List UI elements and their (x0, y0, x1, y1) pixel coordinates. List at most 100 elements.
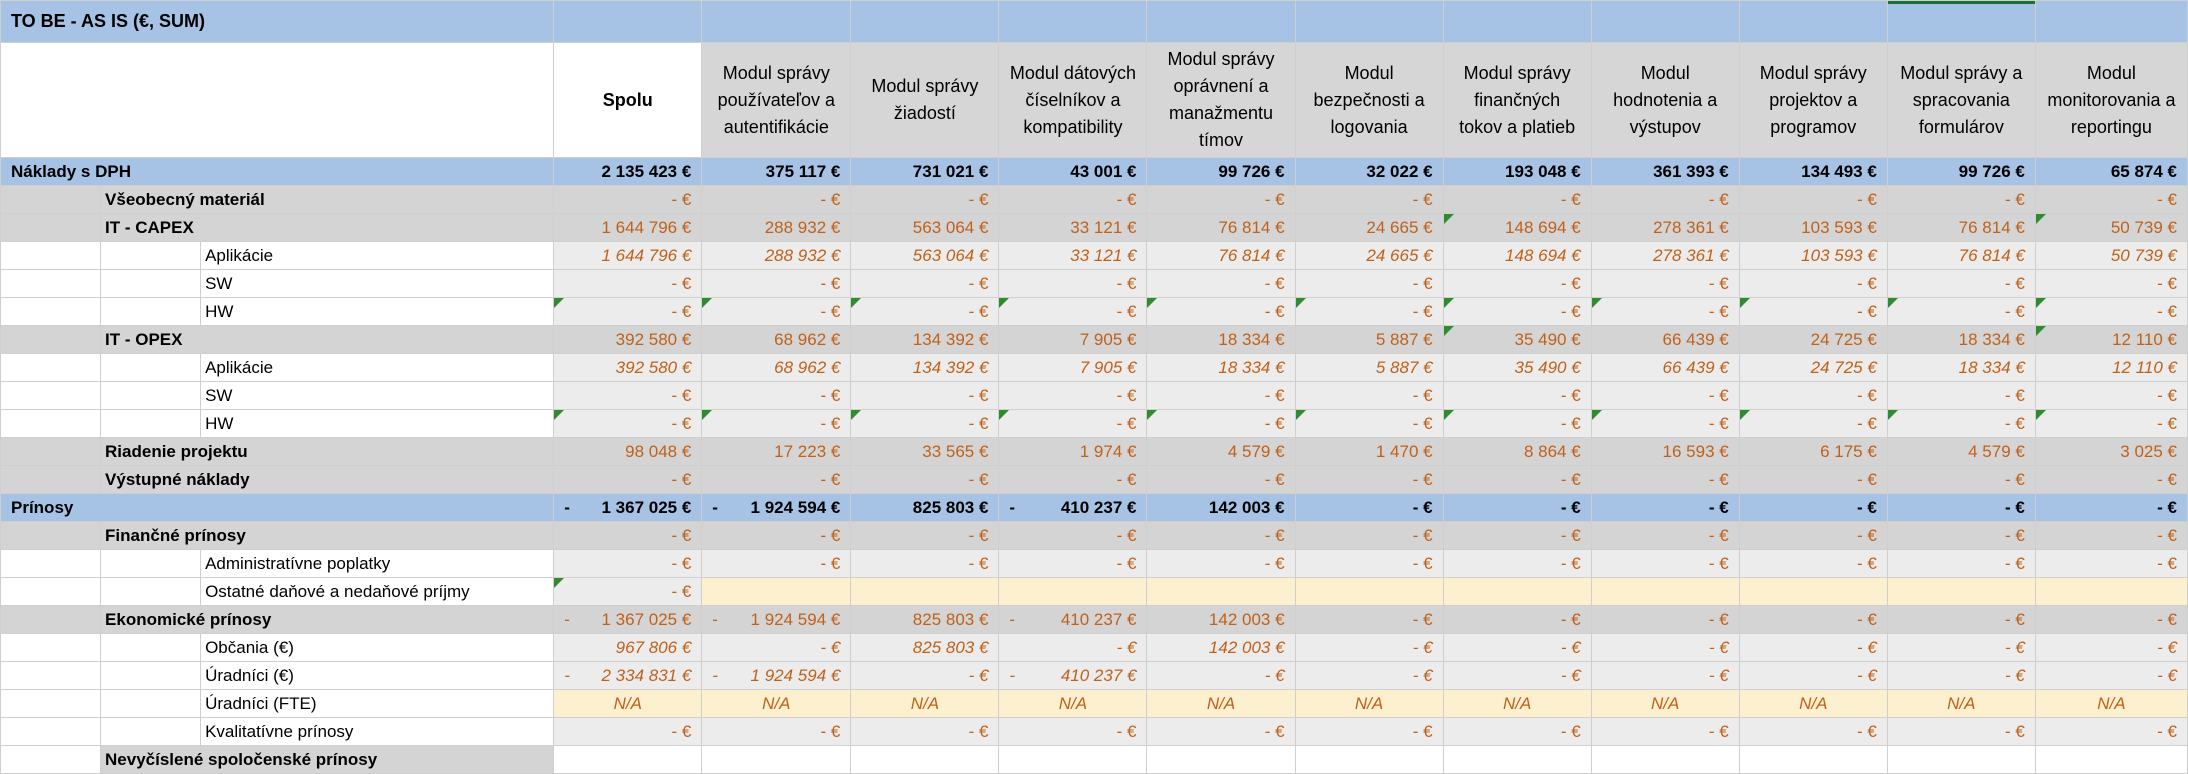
module-value-cell[interactable]: - € (850, 269, 1000, 298)
total-value-cell[interactable]: 392 580 € (553, 353, 703, 382)
module-value-cell[interactable]: - € (1442, 409, 1592, 438)
module-value-cell[interactable]: - € (701, 269, 852, 298)
row-label[interactable]: Aplikácie (200, 353, 555, 382)
module-value-cell[interactable]: - € (1590, 409, 1740, 438)
module-value-cell[interactable]: - € (1886, 297, 2036, 326)
indent-cell[interactable] (0, 689, 102, 718)
total-value-cell[interactable]: - 1 367 025 € (553, 493, 703, 522)
module-value-cell[interactable]: - € (1738, 465, 1888, 494)
module-value-cell[interactable]: - € (1738, 493, 1888, 522)
indent-cell[interactable] (0, 297, 102, 326)
module-value-cell[interactable]: 50 739 € (2034, 241, 2188, 270)
module-value-cell[interactable]: 375 117 € (701, 157, 852, 186)
module-value-cell[interactable]: - € (1590, 549, 1740, 578)
module-value-cell[interactable]: - € (850, 297, 1000, 326)
module-value-cell[interactable]: N/A (998, 689, 1148, 718)
module-value-cell[interactable] (1294, 577, 1444, 606)
module-value-cell[interactable]: - € (1294, 185, 1444, 214)
module-value-cell[interactable]: - € (1738, 409, 1888, 438)
module-value-cell[interactable]: N/A (1146, 689, 1296, 718)
module-value-cell[interactable]: N/A (701, 689, 852, 718)
header-module[interactable]: Modul bezpečnosti a logovania (1294, 42, 1444, 158)
module-value-cell[interactable] (2034, 577, 2188, 606)
indent-cell[interactable] (0, 353, 102, 382)
row-label[interactable]: Náklady s DPH (0, 157, 555, 186)
module-value-cell[interactable]: - € (1146, 381, 1296, 410)
module-value-cell[interactable]: - € (1886, 493, 2036, 522)
module-value-cell[interactable]: - € (1590, 185, 1740, 214)
total-value-cell[interactable]: - € (553, 549, 703, 578)
module-value-cell[interactable]: 76 814 € (1146, 241, 1296, 270)
module-value-cell[interactable]: - € (1442, 381, 1592, 410)
module-value-cell[interactable]: 76 814 € (1886, 241, 2036, 270)
module-value-cell[interactable]: - € (1738, 661, 1888, 690)
module-value-cell[interactable]: - € (850, 717, 1000, 746)
module-value-cell[interactable]: 142 003 € (1146, 605, 1296, 634)
module-value-cell[interactable]: - € (701, 409, 852, 438)
module-value-cell[interactable]: - € (1294, 269, 1444, 298)
module-value-cell[interactable]: - € (1294, 549, 1444, 578)
module-value-cell[interactable]: 134 392 € (850, 325, 1000, 354)
row-label[interactable]: SW (200, 269, 555, 298)
module-value-cell[interactable]: - € (1886, 465, 2036, 494)
module-value-cell[interactable] (1590, 577, 1740, 606)
module-value-cell[interactable]: N/A (2034, 689, 2188, 718)
total-value-cell[interactable]: 1 644 796 € (553, 241, 703, 270)
module-value-cell[interactable]: 134 493 € (1738, 157, 1888, 186)
module-value-cell[interactable]: 50 739 € (2034, 213, 2188, 242)
row-label[interactable]: Administratívne poplatky (200, 549, 555, 578)
indent-cell[interactable] (0, 269, 102, 298)
module-value-cell[interactable]: - € (1590, 521, 1740, 550)
indent-cell[interactable] (0, 661, 102, 690)
module-value-cell[interactable]: 825 803 € (850, 633, 1000, 662)
indent-cell[interactable] (0, 241, 102, 270)
module-value-cell[interactable]: - € (1738, 185, 1888, 214)
module-value-cell[interactable]: 288 932 € (701, 213, 852, 242)
module-value-cell[interactable]: - € (850, 661, 1000, 690)
module-value-cell[interactable]: N/A (1294, 689, 1444, 718)
indent-cell[interactable] (0, 185, 102, 214)
module-value-cell[interactable]: - € (1886, 633, 2036, 662)
module-value-cell[interactable]: - € (1886, 269, 2036, 298)
indent-cell[interactable] (100, 297, 202, 326)
module-value-cell[interactable]: - € (1886, 381, 2036, 410)
module-value-cell[interactable]: - € (998, 549, 1148, 578)
module-value-cell[interactable]: - € (1442, 465, 1592, 494)
total-value-cell[interactable]: - € (553, 577, 703, 606)
module-value-cell[interactable]: - € (1590, 465, 1740, 494)
title-cell[interactable] (1738, 0, 1888, 43)
title-cell[interactable] (850, 0, 1000, 43)
indent-cell[interactable] (100, 689, 202, 718)
header-module[interactable]: Modul monitorovania a reportingu (2034, 42, 2188, 158)
module-value-cell[interactable]: - € (1590, 717, 1740, 746)
module-value-cell[interactable]: 33 565 € (850, 437, 1000, 466)
module-value-cell[interactable]: 4 579 € (1886, 437, 2036, 466)
module-value-cell[interactable]: - € (1590, 381, 1740, 410)
module-value-cell[interactable]: 35 490 € (1442, 353, 1592, 382)
module-value-cell[interactable]: 76 814 € (1886, 213, 2036, 242)
module-value-cell[interactable]: - € (1442, 269, 1592, 298)
indent-cell[interactable] (0, 717, 102, 746)
module-value-cell[interactable]: - € (2034, 185, 2188, 214)
module-value-cell[interactable]: 8 864 € (1442, 437, 1592, 466)
module-value-cell[interactable]: - 410 237 € (998, 661, 1148, 690)
module-value-cell[interactable]: - € (2034, 493, 2188, 522)
module-value-cell[interactable]: - € (2034, 605, 2188, 634)
module-value-cell[interactable]: - € (1146, 661, 1296, 690)
module-value-cell[interactable]: - € (701, 549, 852, 578)
module-value-cell[interactable]: 7 905 € (998, 353, 1148, 382)
module-value-cell[interactable]: - € (1146, 409, 1296, 438)
total-value-cell[interactable]: - € (553, 717, 703, 746)
module-value-cell[interactable]: 12 110 € (2034, 325, 2188, 354)
header-module[interactable]: Modul dátových číselníkov a kompatibilit… (998, 42, 1148, 158)
module-value-cell[interactable]: - € (998, 381, 1148, 410)
sheet-title[interactable]: TO BE - AS IS (€, SUM) (0, 0, 555, 43)
module-value-cell[interactable]: - € (1294, 717, 1444, 746)
module-value-cell[interactable]: - € (1294, 521, 1444, 550)
module-value-cell[interactable]: 6 175 € (1738, 437, 1888, 466)
module-value-cell[interactable]: - € (1294, 409, 1444, 438)
module-value-cell[interactable]: 142 003 € (1146, 633, 1296, 662)
module-value-cell[interactable]: - 1 924 594 € (701, 661, 852, 690)
module-value-cell[interactable]: - € (1146, 269, 1296, 298)
